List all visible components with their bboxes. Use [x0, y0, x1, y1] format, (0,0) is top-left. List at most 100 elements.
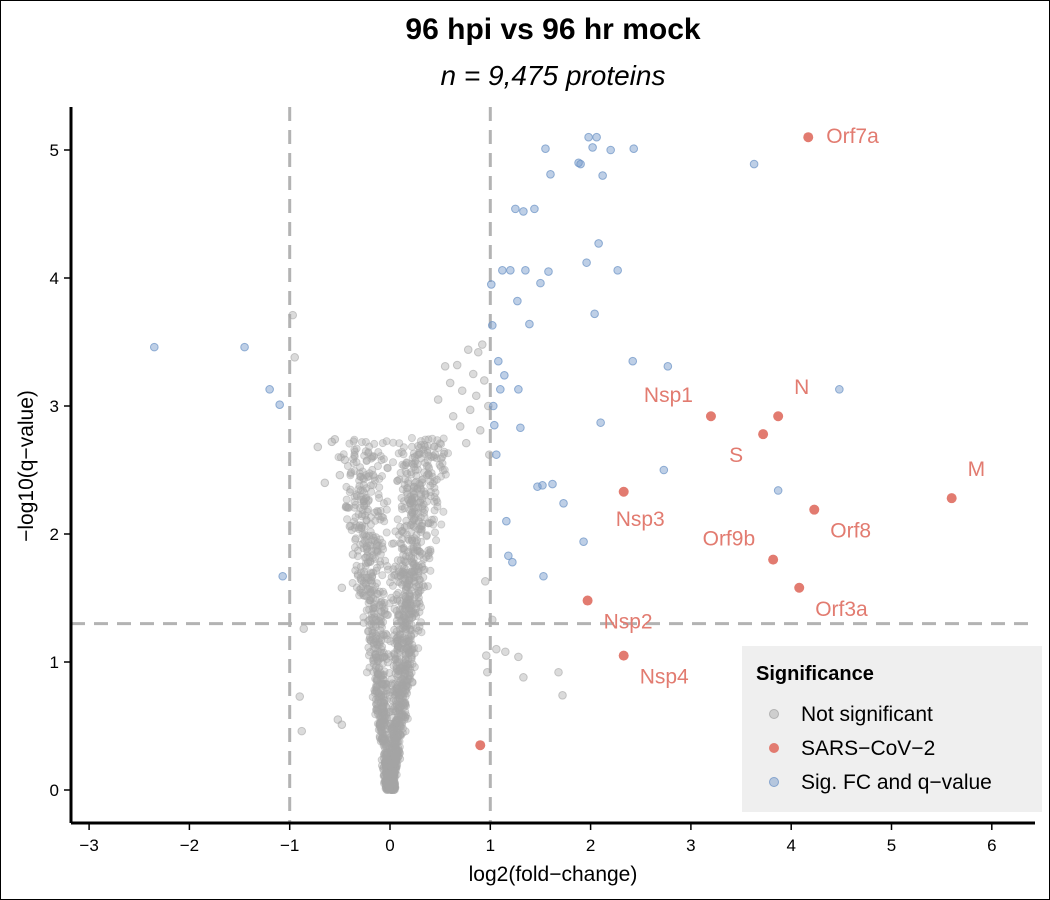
sig-fc-q-point [514, 385, 523, 394]
not-significant-point [432, 475, 441, 484]
label-orf3a: Orf3a [815, 598, 868, 621]
not-significant-point [416, 586, 425, 595]
chart-title: 96 hpi vs 96 hr mock [405, 13, 700, 46]
not-significant-point [376, 515, 385, 524]
not-significant-point [382, 437, 391, 446]
sig-fc-q-point [494, 356, 503, 366]
sars-cov-2-point [582, 595, 593, 606]
x-tick-label: 5 [887, 836, 896, 855]
not-significant-point [379, 722, 388, 731]
not-significant-point [481, 651, 491, 660]
not-significant-point [558, 690, 567, 700]
not-significant-point [492, 644, 501, 654]
not-significant-point [349, 437, 358, 446]
not-significant-point [375, 493, 384, 502]
not-significant-point [345, 522, 355, 531]
not-significant-point [401, 685, 410, 694]
not-significant-point [337, 720, 347, 730]
sig-fc-q-point [278, 571, 287, 581]
not-significant-point [554, 667, 563, 677]
not-significant-point [406, 567, 415, 576]
not-significant-point [380, 609, 389, 618]
not-significant-cloud [334, 433, 452, 795]
not-significant-point [382, 703, 391, 712]
not-significant-point [416, 437, 425, 446]
not-significant-point [482, 667, 492, 677]
not-significant-point [355, 469, 364, 478]
y-axis-label: −log10(q−value) [15, 390, 38, 542]
sig-fc-q-point [576, 159, 585, 169]
sig-fc-q-point [596, 418, 605, 427]
label-orf8: Orf8 [830, 520, 871, 543]
not-significant-point [372, 676, 381, 685]
not-significant-point [409, 543, 418, 552]
sig-fc-q-point [613, 266, 622, 275]
not-significant-point [299, 624, 309, 634]
not-significant-point [290, 353, 300, 362]
not-significant-point [414, 509, 423, 518]
not-significant-point [372, 541, 381, 550]
not-significant-point [364, 643, 373, 652]
legend-label-not-significant: Not significant [801, 703, 933, 726]
label-n: N [794, 376, 809, 399]
not-significant-point [403, 622, 412, 631]
sig-fc-q-point [513, 296, 522, 306]
not-significant-point [402, 487, 411, 496]
not-significant-point [376, 668, 385, 677]
not-significant-point [352, 458, 361, 467]
not-significant-point [414, 567, 423, 576]
x-tick-label: −1 [280, 836, 299, 855]
sig-fc-q-point [629, 144, 639, 154]
sig-fc-q-point [498, 266, 507, 275]
not-significant-point [393, 684, 402, 693]
y-tick-label: 5 [50, 141, 59, 160]
not-significant-point [383, 464, 392, 473]
not-significant-point [383, 773, 392, 782]
not-significant-point [463, 345, 473, 354]
not-significant-point [396, 630, 405, 639]
not-significant-point [430, 450, 440, 459]
not-significant-point [407, 651, 416, 660]
not-significant-point [408, 453, 417, 462]
not-significant-point [360, 530, 369, 539]
not-significant-point [355, 591, 364, 600]
sars-cov-2-point [758, 429, 769, 440]
not-significant-point [288, 310, 298, 320]
not-significant-point [488, 615, 497, 625]
not-significant-point [479, 376, 489, 385]
not-significant-point [394, 670, 403, 679]
not-significant-point [409, 484, 418, 493]
not-significant-point [369, 657, 378, 666]
y-tick-label: 4 [50, 269, 59, 288]
sars-cov-2-point [705, 411, 716, 422]
not-significant-point [471, 391, 481, 401]
not-significant-point [417, 475, 426, 484]
not-significant-point [426, 545, 435, 554]
not-significant-point [372, 563, 381, 572]
not-significant-point [379, 499, 388, 508]
not-significant-point [426, 487, 435, 496]
not-significant-point [297, 726, 307, 736]
not-significant-point [399, 450, 408, 459]
not-significant-point [415, 449, 424, 458]
not-significant-point [337, 583, 347, 593]
not-significant-point [441, 470, 450, 479]
legend-key-sig [769, 777, 779, 787]
sig-fc-q-point [773, 486, 783, 495]
label-nsp4: Nsp4 [640, 666, 689, 689]
sig-fc-q-point [579, 537, 588, 546]
not-significant-point [427, 515, 436, 524]
not-significant-point [420, 565, 429, 574]
not-significant-point [353, 552, 362, 561]
not-significant-point [405, 575, 414, 584]
legend-key-sars [769, 743, 779, 753]
not-significant-point [376, 557, 385, 566]
not-significant-point [435, 439, 444, 448]
not-significant-point [373, 462, 382, 471]
threshold-lines [71, 107, 1035, 823]
sars-cov-2-point [618, 650, 629, 661]
label-m: M [968, 458, 986, 481]
not-significant-point [382, 505, 391, 514]
sig-fc-q-point [835, 385, 844, 394]
not-significant-point [366, 576, 375, 585]
